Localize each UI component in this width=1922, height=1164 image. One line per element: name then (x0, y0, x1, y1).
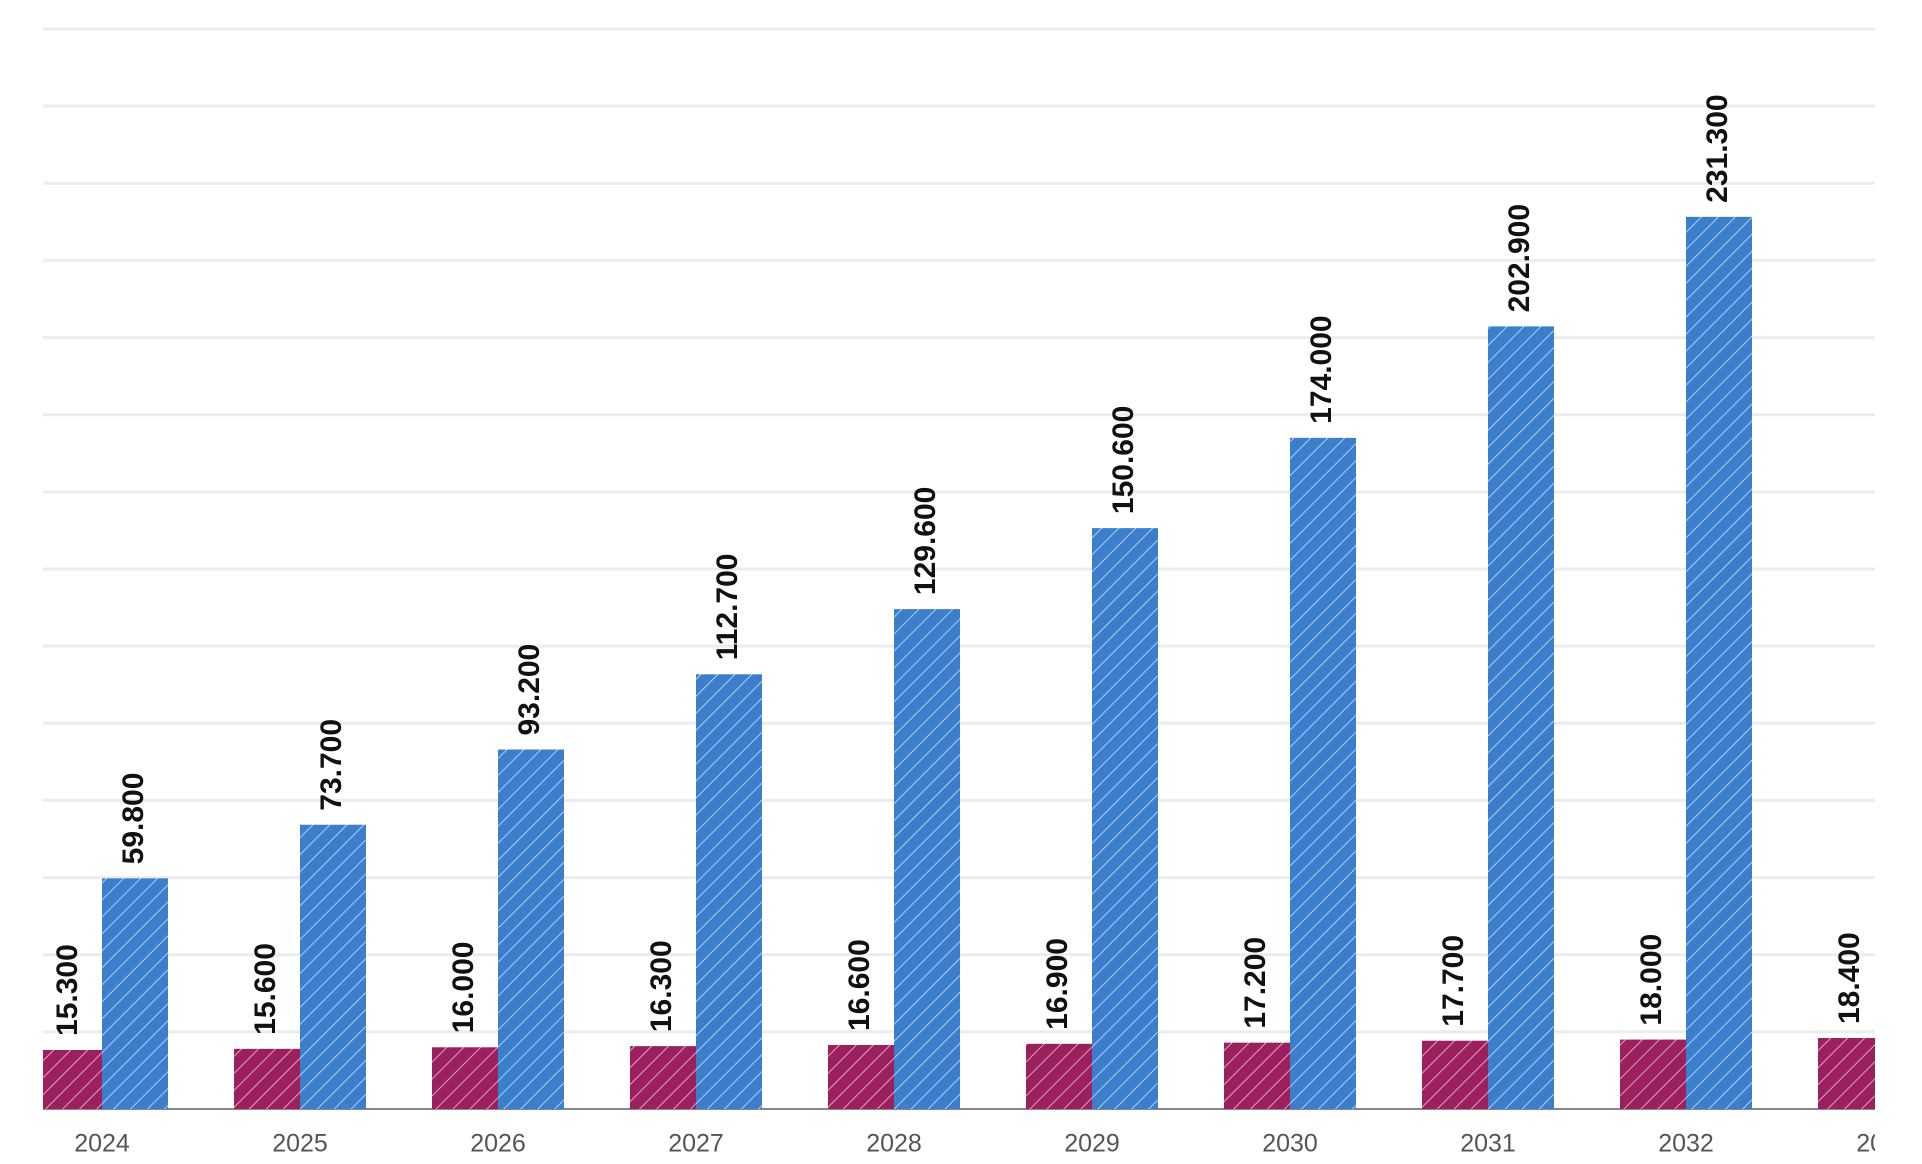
bar (630, 1046, 696, 1109)
bar (432, 1047, 498, 1109)
x-tick-label: 2031 (1460, 1130, 1516, 1158)
bars (43, 216, 1875, 1110)
value-label: 93.200 (513, 644, 546, 736)
value-label: 202.900 (1503, 204, 1536, 312)
bar (1818, 1038, 1875, 1109)
bar (102, 878, 168, 1109)
x-tick-label: 2029 (1064, 1130, 1120, 1158)
bar (43, 1049, 102, 1109)
bar (1290, 437, 1356, 1109)
bar (498, 749, 564, 1109)
value-label: 112.700 (711, 554, 744, 661)
labels: 2024 15.300 59.800 2025 15.600 73.700 2026 16.0… (51, 94, 1912, 1158)
value-label: 17.200 (1239, 937, 1272, 1029)
value-label: 18.000 (1635, 934, 1668, 1026)
value-label: 59.800 (117, 773, 150, 865)
value-label: 15.300 (51, 944, 84, 1036)
value-label: 16.600 (843, 939, 876, 1031)
bar (828, 1044, 894, 1109)
value-label: 129.600 (909, 487, 942, 595)
bar (1026, 1043, 1092, 1109)
bar (1422, 1040, 1488, 1109)
bar (300, 824, 366, 1109)
bar (234, 1048, 300, 1109)
value-label: 17.700 (1437, 935, 1470, 1027)
x-tick-label: 2026 (470, 1130, 526, 1158)
value-label: 18.400 (1833, 932, 1866, 1024)
x-tick-label: 2033 (1856, 1130, 1912, 1158)
value-label: 16.900 (1041, 938, 1074, 1030)
bar (894, 609, 960, 1109)
x-tick-label: 2032 (1658, 1130, 1714, 1158)
value-label: 16.300 (645, 940, 678, 1032)
value-label: 73.700 (315, 719, 348, 811)
x-tick-label: 2024 (74, 1130, 130, 1158)
value-label: 15.600 (249, 943, 282, 1035)
x-tick-label: 2025 (272, 1130, 328, 1158)
bar (1092, 528, 1158, 1109)
bar (696, 674, 762, 1109)
bar (1686, 216, 1752, 1110)
bar (1620, 1039, 1686, 1109)
bar (1224, 1042, 1290, 1109)
x-tick-label: 2030 (1262, 1130, 1318, 1158)
value-label: 150.600 (1107, 406, 1140, 514)
bar (1488, 326, 1554, 1109)
x-tick-label: 2027 (668, 1130, 724, 1158)
x-tick-label: 2028 (866, 1130, 922, 1158)
value-label: 174.000 (1305, 315, 1338, 423)
value-label: 16.000 (447, 942, 480, 1034)
value-label: 231.300 (1701, 94, 1734, 202)
